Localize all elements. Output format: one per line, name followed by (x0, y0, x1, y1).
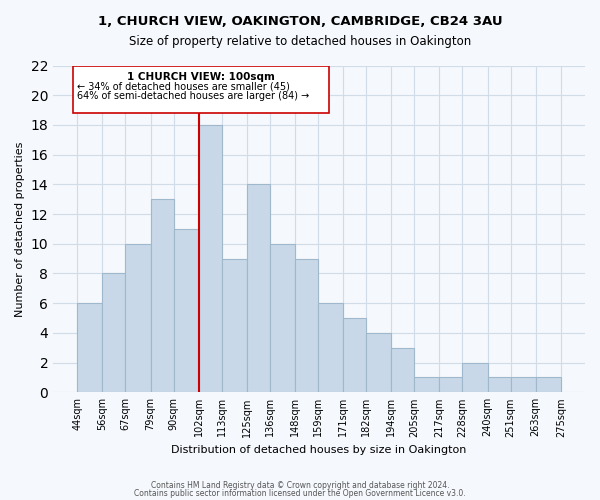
Bar (488, 378, 511, 392)
Bar (391, 348, 415, 393)
Bar (199, 125, 222, 392)
Bar (439, 378, 463, 392)
Bar (318, 303, 343, 392)
Bar (173, 229, 199, 392)
Y-axis label: Number of detached properties: Number of detached properties (15, 141, 25, 316)
Bar (343, 318, 366, 392)
FancyBboxPatch shape (73, 66, 329, 113)
Bar (77, 303, 103, 392)
Text: Contains public sector information licensed under the Open Government Licence v3: Contains public sector information licen… (134, 488, 466, 498)
Bar (247, 184, 270, 392)
Bar (415, 378, 439, 392)
Bar (295, 258, 318, 392)
Bar (366, 333, 391, 392)
Bar (125, 244, 151, 392)
Text: 1 CHURCH VIEW: 100sqm: 1 CHURCH VIEW: 100sqm (127, 72, 275, 82)
Text: Contains HM Land Registry data © Crown copyright and database right 2024.: Contains HM Land Registry data © Crown c… (151, 481, 449, 490)
Text: ← 34% of detached houses are smaller (45): ← 34% of detached houses are smaller (45… (77, 82, 290, 92)
Bar (270, 244, 295, 392)
Text: 1, CHURCH VIEW, OAKINGTON, CAMBRIDGE, CB24 3AU: 1, CHURCH VIEW, OAKINGTON, CAMBRIDGE, CB… (98, 15, 502, 28)
Bar (222, 258, 247, 392)
Bar (151, 199, 173, 392)
Text: 64% of semi-detached houses are larger (84) →: 64% of semi-detached houses are larger (… (77, 92, 310, 102)
Bar (463, 362, 488, 392)
Bar (103, 274, 125, 392)
Bar (511, 378, 536, 392)
X-axis label: Distribution of detached houses by size in Oakington: Distribution of detached houses by size … (172, 445, 467, 455)
Bar (536, 378, 561, 392)
Text: Size of property relative to detached houses in Oakington: Size of property relative to detached ho… (129, 35, 471, 48)
